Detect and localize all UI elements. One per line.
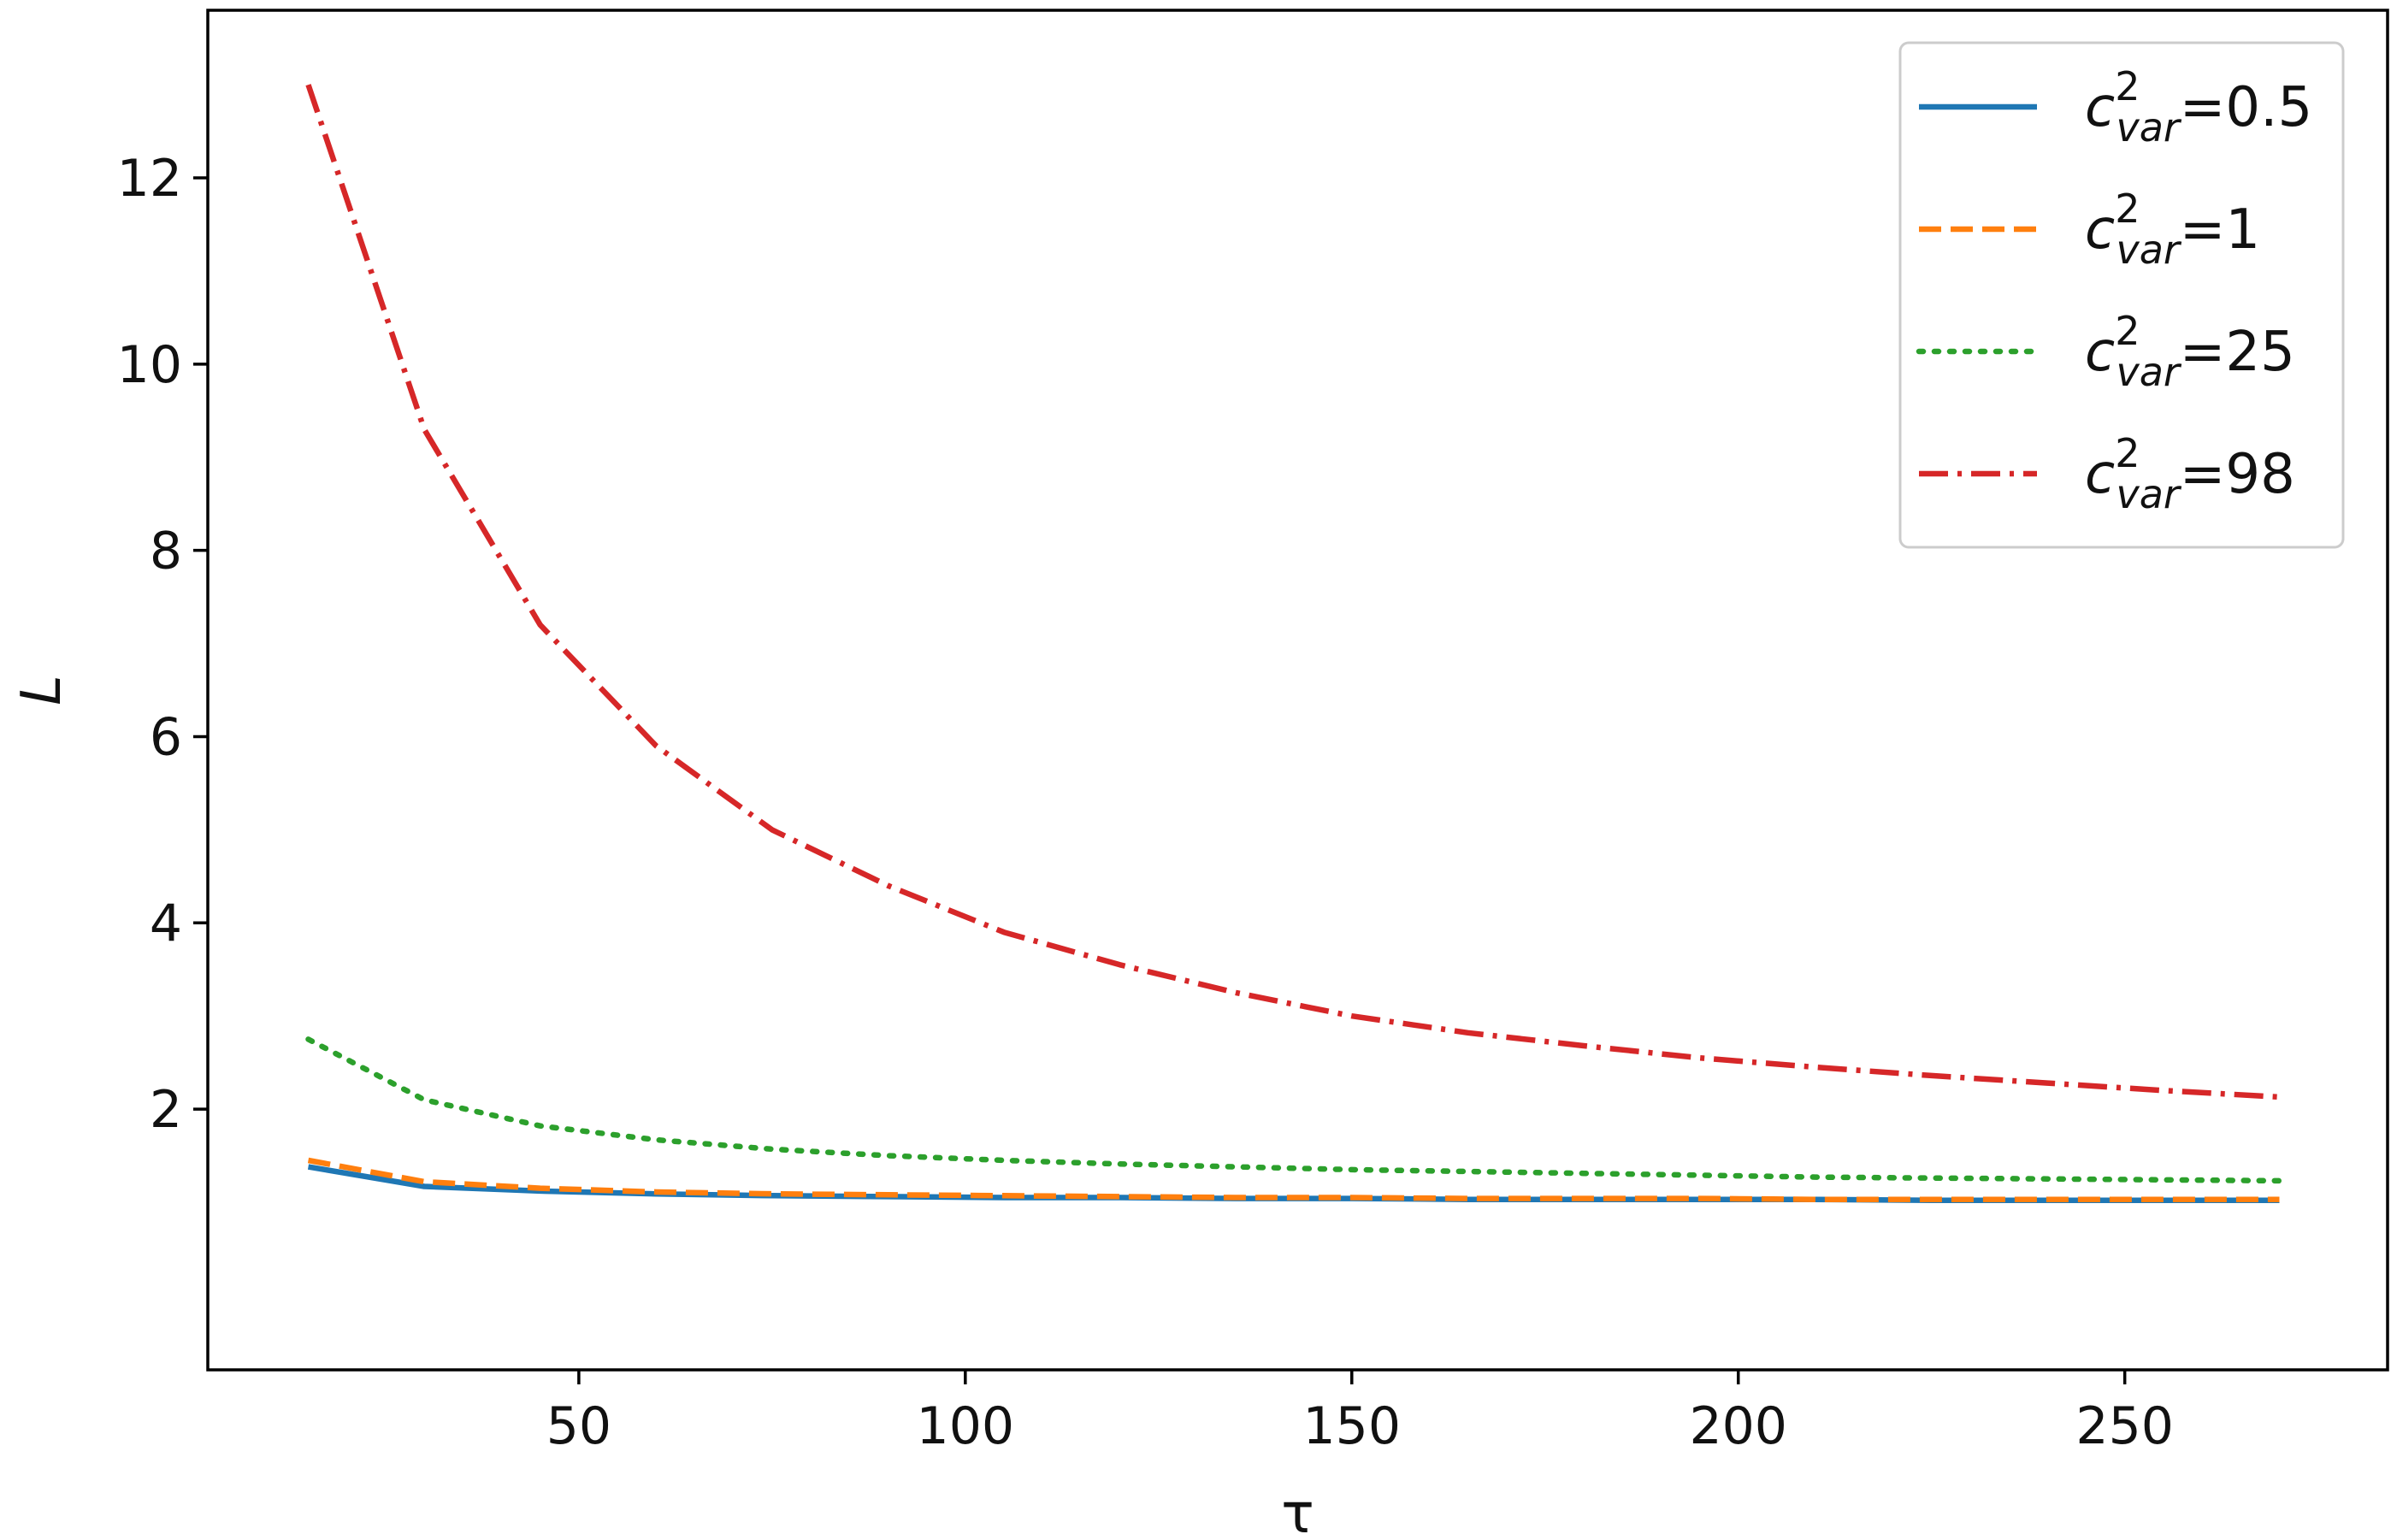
legend-superscript: 2 xyxy=(2115,430,2140,476)
legend-subscript: var xyxy=(2116,349,2181,395)
y-tick-label: 12 xyxy=(117,149,182,209)
x-axis-title: τ xyxy=(1281,1483,1314,1540)
legend-superscript: 2 xyxy=(2115,186,2140,232)
plot-frame xyxy=(206,9,2389,1372)
y-tick-label: 6 xyxy=(150,707,182,767)
legend-superscript: 2 xyxy=(2115,63,2140,109)
legend-label-4: c2 var=98 xyxy=(2085,430,2295,517)
x-tick-label: 150 xyxy=(1303,1396,1402,1456)
y-axis: 2 4 6 8 10 12 xyxy=(117,149,208,1140)
x-axis: 50 100 150 200 250 xyxy=(546,1370,2174,1456)
legend-value: =98 xyxy=(2180,443,2295,506)
series-line-2 xyxy=(307,1157,2280,1202)
x-tick-label: 250 xyxy=(2075,1396,2174,1456)
legend-subscript: var xyxy=(2116,104,2181,150)
legend-symbol: c xyxy=(2085,198,2115,262)
legend-symbol: c xyxy=(2085,76,2115,139)
legend-label-1: c2 var=0.5 xyxy=(2085,63,2312,150)
series-layer xyxy=(305,84,2282,1204)
legend-label-3: c2 var=25 xyxy=(2085,308,2295,395)
y-tick-label: 2 xyxy=(150,1080,182,1140)
series-line-4 xyxy=(305,84,2280,1100)
legend-superscript: 2 xyxy=(2115,308,2140,354)
legend-symbol: c xyxy=(2085,443,2115,506)
y-tick-label: 8 xyxy=(150,522,182,581)
legend-label-2: c2 var=1 xyxy=(2085,186,2260,273)
y-tick-label: 4 xyxy=(150,894,182,953)
legend-value: =25 xyxy=(2180,321,2295,384)
y-axis-title: L xyxy=(10,675,74,705)
legend-value: =1 xyxy=(2180,198,2260,262)
legend-symbol: c xyxy=(2085,321,2115,384)
series-line-3 xyxy=(305,1036,2282,1184)
legend-value: =0.5 xyxy=(2180,76,2312,139)
legend-box xyxy=(1898,41,2345,549)
x-tick-label: 100 xyxy=(917,1396,1015,1456)
x-tick-label: 200 xyxy=(1689,1396,1787,1456)
legend-subscript: var xyxy=(2116,471,2181,517)
x-tick-label: 50 xyxy=(546,1396,611,1456)
legend-subscript: var xyxy=(2116,227,2181,273)
y-tick-label: 10 xyxy=(117,335,182,395)
